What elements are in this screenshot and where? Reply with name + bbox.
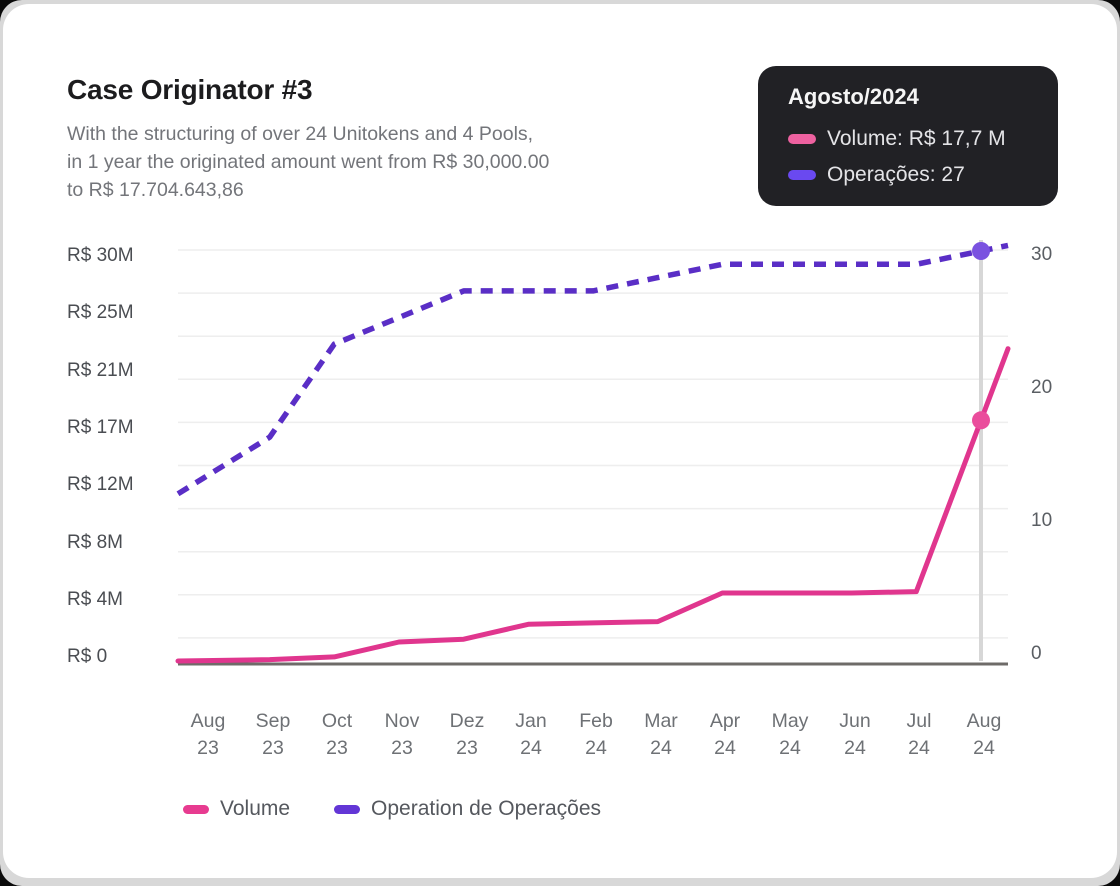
x-tick-label: Mar 24 [644, 710, 678, 759]
x-tick-label: Oct 23 [321, 710, 353, 759]
x-tick-label: Jan 24 [515, 710, 547, 759]
page-title: Case Originator #3 [67, 74, 313, 105]
y-left-tick-label: R$ 0 [67, 646, 108, 667]
y-left-tick-label: R$ 30M [67, 245, 134, 266]
y-right-tick-label: 0 [1031, 643, 1042, 664]
tooltip-title: Agosto/2024 [788, 84, 919, 109]
x-tick-label: Feb 24 [579, 710, 613, 759]
legend-item-volume[interactable]: Volume [183, 797, 290, 821]
chart-card: Case Originator #3 With the structuring … [3, 4, 1117, 878]
tooltip-rows: Volume: R$ 17,7 M Operações: 27 [788, 121, 1058, 193]
subtitle-line: With the structuring of over 24 Unitoken… [67, 123, 534, 145]
x-tick-label: Jul 24 [906, 710, 932, 759]
tooltip-row-label: Operações: 27 [827, 163, 965, 186]
x-tick-label: Sep 23 [255, 710, 291, 759]
chart-tooltip: Agosto/2024 Volume: R$ 17,7 M Operações: … [758, 66, 1058, 206]
tooltip-row-operations: Operações: 27 [788, 157, 1058, 193]
chart-legend: Volume Operation de Operações [183, 797, 601, 821]
legend-item-label: Volume [220, 797, 291, 820]
plot-area[interactable] [181, 244, 1011, 668]
x-tick-label: Nov 23 [384, 710, 420, 759]
operations-swatch-icon [788, 170, 816, 180]
y-left-tick-label: R$ 4M [67, 589, 123, 610]
y-right-tick-label: 20 [1031, 377, 1053, 398]
x-tick-label: May 24 [771, 710, 809, 759]
volume-swatch-icon [183, 804, 209, 814]
y-left-tick-label: R$ 12M [67, 474, 134, 495]
y-left-tick-label: R$ 21M [67, 360, 134, 381]
y-right-tick-label: 30 [1031, 244, 1053, 265]
tooltip-row-volume: Volume: R$ 17,7 M [788, 121, 1058, 157]
operations-swatch-icon [334, 804, 361, 814]
subtitle-line: to R$ 17.704.643,86 [67, 179, 244, 201]
chart-subtitle: With the structuring of over 24 Unitoken… [67, 120, 549, 204]
legend-item-operations[interactable]: Operation de Operações [334, 797, 601, 821]
x-tick-label: Jun 24 [839, 710, 871, 759]
legend-item-label: Operation de Operações [371, 797, 602, 820]
x-tick-label: Aug 23 [190, 710, 226, 759]
volume-swatch-icon [788, 134, 816, 144]
x-tick-label: Apr 24 [709, 710, 741, 759]
card-header: Case Originator #3 With the structuring … [67, 74, 549, 204]
subtitle-line: in 1 year the originated amount went fro… [67, 151, 550, 173]
y-left-tick-label: R$ 17M [67, 417, 134, 438]
x-tick-label: Dez 23 [449, 710, 485, 759]
y-left-tick-label: R$ 25M [67, 302, 134, 323]
tooltip-row-label: Volume: R$ 17,7 M [827, 127, 1006, 150]
y-left-tick-label: R$ 8M [67, 532, 123, 553]
y-right-tick-label: 10 [1031, 510, 1053, 531]
x-tick-label: Aug 24 [966, 710, 1002, 759]
